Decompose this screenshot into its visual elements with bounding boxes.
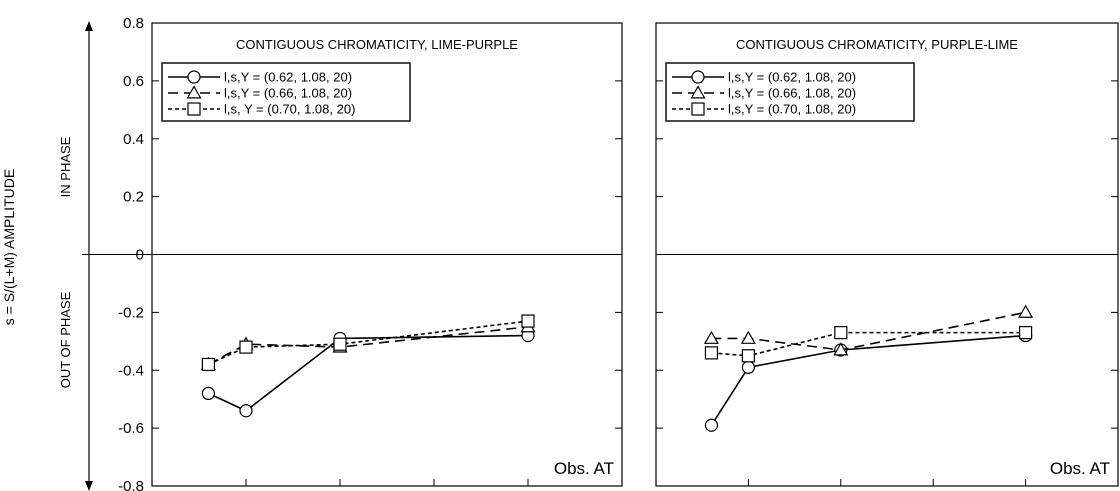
chart-panels: -0.8 -0.6 -0.4 -0.2 0 0.2 0.4 0.6 0.8 CONTIGUOUS …	[82, 15, 1119, 491]
observer-label: Obs. AT	[554, 459, 614, 478]
data-point-square	[704, 346, 719, 360]
y-tick-label: 0.8	[123, 15, 144, 32]
data-point-triangle	[1018, 304, 1034, 318]
legend-marker-circle	[691, 70, 705, 84]
series-line	[710, 334, 1026, 426]
y-axis-arrow-up	[85, 21, 93, 31]
y-tick-label: 0.6	[123, 73, 144, 90]
legend: l,s,Y = (0.62, 1.08, 20)l,s,Y = (0.66, 1…	[665, 62, 915, 122]
y-tick-label: -0.6	[118, 420, 144, 437]
legend-entry-label: l,s,Y = (0.62, 1.08, 20)	[224, 70, 352, 85]
legend-box	[161, 62, 411, 122]
y-tick-label: 0.4	[123, 131, 144, 148]
legend-marker-circle	[187, 70, 201, 84]
series-1	[704, 328, 1033, 432]
series-3	[201, 314, 535, 372]
legend: l,s,Y = (0.62, 1.08, 20)l,s,Y = (0.66, 1…	[161, 62, 411, 122]
observer-label: Obs. AT	[1050, 459, 1110, 478]
data-point-square	[521, 314, 535, 328]
series-line	[711, 311, 1026, 351]
legend-entry-label: l,s, Y = (0.70, 1.08, 20)	[224, 102, 355, 117]
data-point-circle	[201, 386, 215, 400]
panel-title: CONTIGUOUS CHROMATICITY, LIME-PURPLE	[236, 37, 518, 52]
data-point-triangle	[833, 342, 849, 356]
data-point-square	[239, 340, 253, 354]
data-point-circle	[239, 404, 253, 418]
out-of-phase-label: OUT OF PHASE	[58, 291, 73, 388]
y-tick-label: 0	[136, 247, 144, 264]
series-line	[711, 331, 1026, 357]
data-point-circle	[741, 360, 756, 374]
y-tick-label: 0.2	[123, 189, 144, 206]
y-tick-label: -0.4	[118, 362, 144, 379]
data-point-square	[333, 337, 347, 351]
legend-marker-triangle	[186, 85, 202, 99]
series-line	[208, 320, 529, 366]
y-axis-title: s = S/(L+M) AMPLITUDE	[1, 169, 17, 325]
data-point-square	[1018, 326, 1033, 340]
series-line	[208, 326, 529, 366]
y-axis-arrow-down	[85, 481, 93, 491]
legend-entry-label: l,s,Y = (0.70, 1.08, 20)	[728, 102, 856, 117]
chart-panel-1: -0.8 -0.6 -0.4 -0.2 0 0.2 0.4 0.6 0.8 CONTIGUOUS …	[82, 15, 623, 491]
legend-marker-square	[691, 102, 705, 116]
data-point-square	[834, 326, 848, 340]
legend-box	[665, 62, 915, 122]
data-point-circle	[704, 418, 719, 432]
panel-title: CONTIGUOUS CHROMATICITY, PURPLE-LIME	[736, 37, 1018, 52]
y-tick-label: -0.2	[118, 304, 144, 321]
legend-marker-square	[187, 102, 201, 116]
series-3	[704, 326, 1033, 363]
legend-entry-label: l,s,Y = (0.62, 1.08, 20)	[728, 70, 856, 85]
legend-entry-label: l,s,Y = (0.66, 1.08, 20)	[728, 86, 856, 101]
data-point-square	[741, 349, 756, 363]
data-point-triangle	[703, 330, 719, 344]
legend-entry-label: l,s,Y = (0.66, 1.08, 20)	[224, 86, 352, 101]
data-point-square	[201, 357, 215, 372]
in-phase-label: IN PHASE	[58, 136, 73, 197]
legend-marker-triangle	[690, 85, 706, 99]
y-tick-label: -0.8	[118, 478, 144, 491]
chart-panel-2: CONTIGUOUS CHROMATICITY, PURPLE-LIME Obs.…	[655, 22, 1119, 487]
data-point-triangle	[740, 330, 756, 344]
